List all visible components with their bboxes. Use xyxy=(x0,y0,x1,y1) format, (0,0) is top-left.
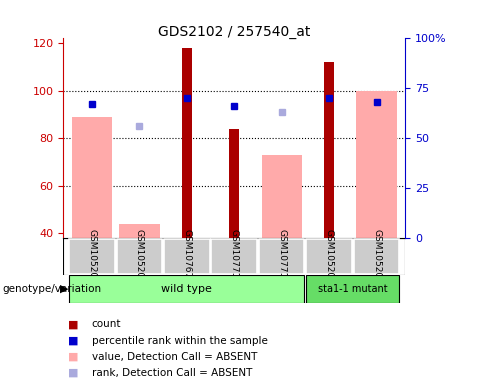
Text: GSM107670: GSM107670 xyxy=(183,229,191,284)
Text: ▶: ▶ xyxy=(60,284,68,294)
FancyBboxPatch shape xyxy=(354,239,399,274)
Text: GSM105205: GSM105205 xyxy=(325,229,334,284)
FancyBboxPatch shape xyxy=(117,239,162,274)
Bar xyxy=(324,62,334,238)
Text: GDS2102 / 257540_at: GDS2102 / 257540_at xyxy=(158,25,310,39)
Text: GSM105204: GSM105204 xyxy=(135,229,144,284)
FancyBboxPatch shape xyxy=(164,239,209,274)
Bar xyxy=(72,117,112,238)
Text: GSM107711: GSM107711 xyxy=(230,229,239,284)
Text: ■: ■ xyxy=(68,368,79,378)
FancyBboxPatch shape xyxy=(211,239,257,274)
Text: GSM107712: GSM107712 xyxy=(277,229,286,284)
FancyBboxPatch shape xyxy=(69,239,115,274)
Bar xyxy=(262,155,302,238)
Bar xyxy=(119,224,160,238)
Text: genotype/variation: genotype/variation xyxy=(2,284,102,294)
FancyBboxPatch shape xyxy=(306,275,399,303)
FancyBboxPatch shape xyxy=(259,239,305,274)
Bar xyxy=(229,129,240,238)
Text: ■: ■ xyxy=(68,319,79,329)
Text: rank, Detection Call = ABSENT: rank, Detection Call = ABSENT xyxy=(92,368,252,378)
Text: percentile rank within the sample: percentile rank within the sample xyxy=(92,336,267,346)
Text: GSM105206: GSM105206 xyxy=(372,229,381,284)
Bar xyxy=(182,48,192,238)
Text: value, Detection Call = ABSENT: value, Detection Call = ABSENT xyxy=(92,352,257,362)
Text: ■: ■ xyxy=(68,352,79,362)
Text: GSM105203: GSM105203 xyxy=(87,229,97,284)
FancyBboxPatch shape xyxy=(306,239,352,274)
Text: count: count xyxy=(92,319,121,329)
Text: ■: ■ xyxy=(68,336,79,346)
Text: sta1-1 mutant: sta1-1 mutant xyxy=(318,284,387,294)
Bar xyxy=(356,91,397,238)
Text: wild type: wild type xyxy=(162,284,212,294)
FancyBboxPatch shape xyxy=(69,275,305,303)
